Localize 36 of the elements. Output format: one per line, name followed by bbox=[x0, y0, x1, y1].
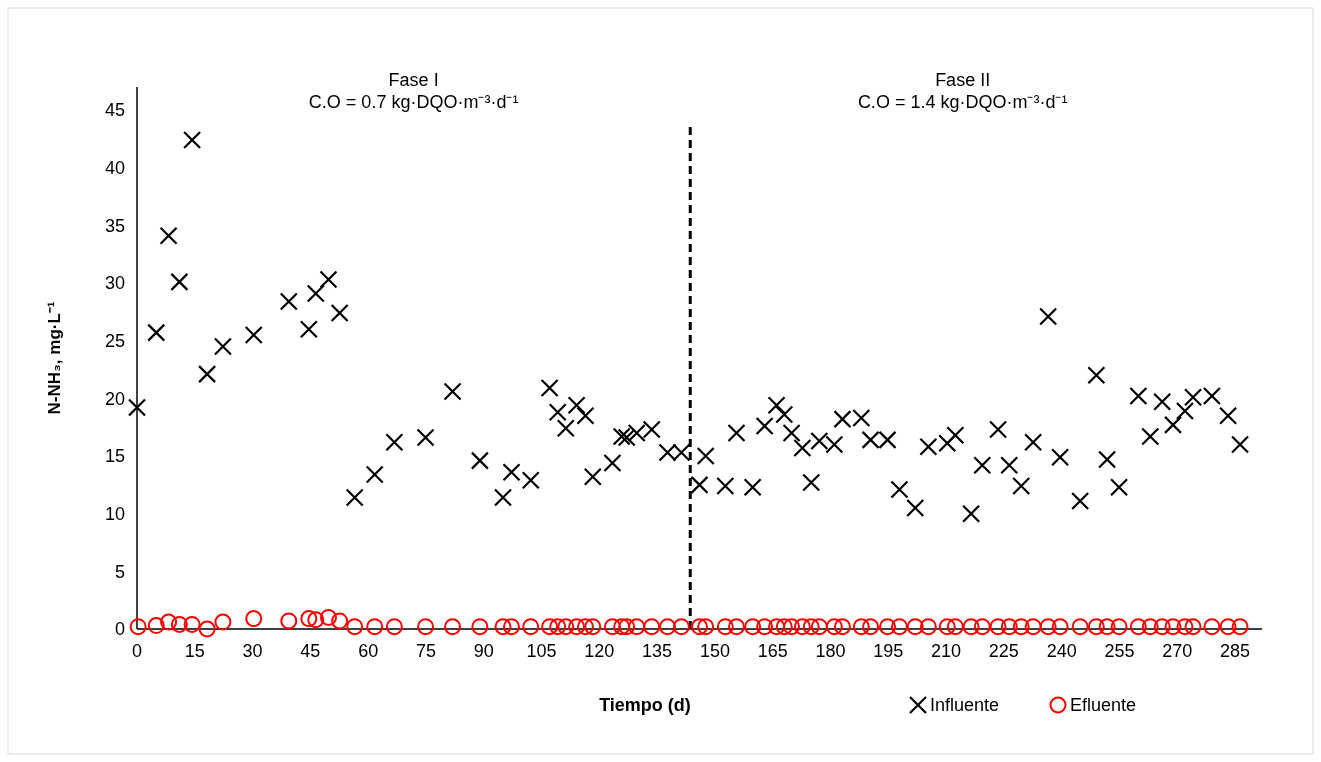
y-tick-label: 35 bbox=[104, 215, 125, 236]
x-tick-label: 105 bbox=[526, 641, 557, 661]
y-tick-label: 10 bbox=[104, 503, 125, 524]
x-tick-label: 240 bbox=[1046, 641, 1077, 661]
y-tick-label: 15 bbox=[104, 446, 125, 467]
x-tick-label: 75 bbox=[415, 641, 436, 661]
x-tick-label: 45 bbox=[300, 641, 321, 661]
y-tick-label: 0 bbox=[114, 619, 125, 640]
y-tick-label: 40 bbox=[104, 158, 125, 179]
y-tick-label: 5 bbox=[114, 561, 125, 582]
x-tick-label: 0 bbox=[131, 641, 143, 661]
y-axis-title: N-NH₃, mg·L⁻¹ bbox=[45, 301, 64, 415]
x-tick-label: 165 bbox=[757, 641, 788, 661]
y-tick-label: 25 bbox=[104, 331, 125, 351]
x-tick-label: 255 bbox=[1104, 641, 1135, 661]
y-tick-label: 45 bbox=[104, 100, 125, 121]
x-tick-label: 195 bbox=[873, 641, 904, 661]
x-tick-label: 90 bbox=[473, 641, 494, 661]
x-tick-label: 120 bbox=[584, 641, 615, 661]
legend-label: Efluente bbox=[1070, 695, 1137, 716]
x-tick-label: 270 bbox=[1162, 641, 1193, 661]
x-axis-title: Tiempo (d) bbox=[599, 695, 691, 715]
y-tick-label: 20 bbox=[104, 388, 125, 409]
x-tick-label: 60 bbox=[358, 641, 379, 661]
legend-label: Influente bbox=[930, 695, 1000, 716]
x-tick-label: 210 bbox=[931, 641, 962, 661]
x-tick-label: 30 bbox=[242, 641, 263, 661]
x-tick-label: 285 bbox=[1220, 641, 1251, 661]
x-tick-label: 180 bbox=[815, 641, 846, 661]
x-tick-label: 225 bbox=[988, 641, 1019, 661]
x-tick-label: 135 bbox=[642, 641, 673, 661]
x-tick-label: 15 bbox=[184, 641, 205, 661]
annotation: Fase II C.O = 1.4 kg·DQO·m⁻³·d⁻¹ bbox=[857, 70, 1068, 112]
x-tick-label: 150 bbox=[699, 641, 730, 661]
y-tick-label: 30 bbox=[104, 273, 125, 294]
annotation: Fase I C.O = 0.7 kg·DQO·m⁻³·d⁻¹ bbox=[308, 70, 519, 112]
